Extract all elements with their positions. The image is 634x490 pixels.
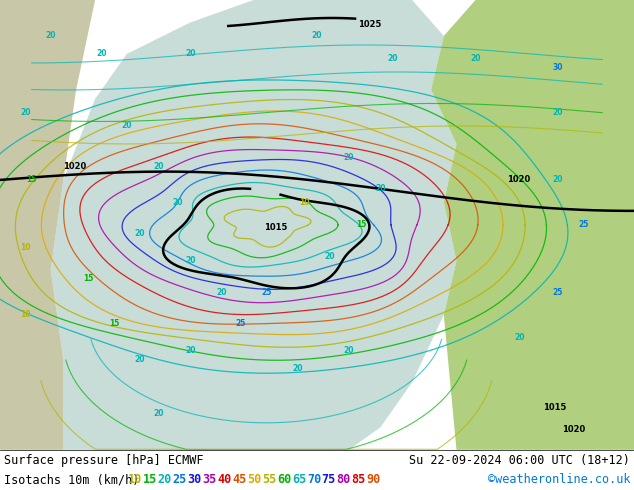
Text: 10: 10 <box>20 243 30 252</box>
Text: 20: 20 <box>153 162 164 171</box>
Text: 20: 20 <box>344 346 354 355</box>
Text: 40: 40 <box>217 473 231 487</box>
Text: 20: 20 <box>185 256 195 266</box>
Text: 30: 30 <box>188 473 202 487</box>
Text: 20: 20 <box>515 333 525 342</box>
Text: 50: 50 <box>247 473 261 487</box>
Text: 25: 25 <box>578 220 588 229</box>
Text: 20: 20 <box>20 108 30 117</box>
Text: 20: 20 <box>553 108 563 117</box>
Text: 20: 20 <box>185 346 195 355</box>
Text: 1025: 1025 <box>358 20 382 29</box>
Text: 20: 20 <box>46 31 56 41</box>
Text: 15: 15 <box>143 473 157 487</box>
Text: 15: 15 <box>356 220 366 229</box>
Text: 20: 20 <box>312 31 322 41</box>
Text: 20: 20 <box>293 365 303 373</box>
Text: 35: 35 <box>202 473 217 487</box>
Text: 30: 30 <box>553 63 563 72</box>
Polygon shape <box>0 0 95 450</box>
Text: 1015: 1015 <box>543 403 566 412</box>
Text: 1020: 1020 <box>63 162 87 171</box>
Text: 25: 25 <box>261 288 271 297</box>
Text: 20: 20 <box>344 153 354 162</box>
Text: 65: 65 <box>292 473 306 487</box>
Text: 75: 75 <box>321 473 336 487</box>
Text: 20: 20 <box>158 473 172 487</box>
Text: 20: 20 <box>553 175 563 184</box>
Text: 15: 15 <box>109 319 119 328</box>
Text: 25: 25 <box>172 473 187 487</box>
Text: 20: 20 <box>134 229 145 239</box>
Text: 20: 20 <box>375 184 385 194</box>
Text: 70: 70 <box>307 473 321 487</box>
Text: 25: 25 <box>553 288 563 297</box>
Text: 20: 20 <box>217 288 227 297</box>
Text: 10: 10 <box>20 310 30 319</box>
Text: 85: 85 <box>351 473 366 487</box>
Text: 20: 20 <box>325 252 335 261</box>
Text: 15: 15 <box>27 175 37 184</box>
Polygon shape <box>431 0 634 450</box>
Text: 20: 20 <box>134 355 145 365</box>
Text: 45: 45 <box>232 473 247 487</box>
Text: 20: 20 <box>153 409 164 418</box>
Text: 20: 20 <box>470 54 481 63</box>
Text: 1020: 1020 <box>562 425 585 434</box>
Text: Su 22-09-2024 06:00 UTC (18+12): Su 22-09-2024 06:00 UTC (18+12) <box>409 454 630 467</box>
Text: 90: 90 <box>366 473 380 487</box>
Text: 20: 20 <box>96 49 107 58</box>
Text: 1015: 1015 <box>264 222 287 232</box>
Text: 60: 60 <box>277 473 291 487</box>
Text: ©weatheronline.co.uk: ©weatheronline.co.uk <box>488 473 630 487</box>
Text: 20: 20 <box>185 49 195 58</box>
Text: Surface pressure [hPa] ECMWF: Surface pressure [hPa] ECMWF <box>4 454 204 467</box>
Text: 15: 15 <box>84 274 94 283</box>
Text: 25: 25 <box>236 319 246 328</box>
Text: 1020: 1020 <box>507 175 531 184</box>
Text: 55: 55 <box>262 473 276 487</box>
Text: 20: 20 <box>388 54 398 63</box>
Text: 10: 10 <box>299 198 309 207</box>
Text: 20: 20 <box>172 198 183 207</box>
Polygon shape <box>51 0 456 450</box>
Text: Isotachs 10m (km/h): Isotachs 10m (km/h) <box>4 473 146 487</box>
Text: 20: 20 <box>122 122 132 130</box>
Text: 10: 10 <box>128 473 142 487</box>
Text: 80: 80 <box>337 473 351 487</box>
